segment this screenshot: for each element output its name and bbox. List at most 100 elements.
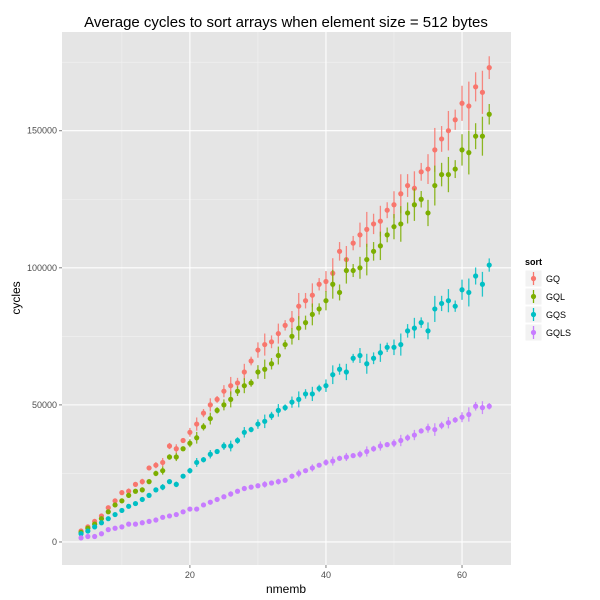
data-point xyxy=(411,325,417,331)
data-point xyxy=(139,496,145,503)
data-point xyxy=(221,443,227,449)
data-point xyxy=(207,499,213,505)
data-point xyxy=(241,429,247,435)
x-tick-label: 60 xyxy=(457,570,467,580)
data-point xyxy=(194,506,200,512)
data-point xyxy=(214,448,220,455)
data-point xyxy=(479,281,486,287)
data-point xyxy=(248,358,254,364)
data-point xyxy=(200,424,207,430)
data-point xyxy=(105,527,111,533)
data-point xyxy=(411,185,417,191)
data-point xyxy=(336,455,343,461)
data-point xyxy=(248,426,254,433)
data-point xyxy=(323,278,329,285)
data-point xyxy=(377,443,383,449)
data-point xyxy=(105,505,111,511)
data-point xyxy=(173,454,179,460)
data-point xyxy=(296,470,302,477)
data-point xyxy=(262,341,268,348)
data-point xyxy=(323,459,329,466)
data-point xyxy=(466,411,472,418)
data-point xyxy=(160,468,166,474)
data-point xyxy=(370,355,377,361)
data-point xyxy=(384,344,390,350)
data-point xyxy=(214,496,220,503)
data-point xyxy=(187,468,193,474)
data-point xyxy=(221,494,227,500)
data-point xyxy=(336,289,343,296)
data-point xyxy=(316,385,322,392)
data-point xyxy=(92,524,98,530)
data-point xyxy=(377,218,383,224)
series-gqs xyxy=(78,258,492,537)
x-tick-label: 40 xyxy=(321,570,331,580)
data-point xyxy=(78,531,84,537)
legend-key-point xyxy=(530,293,537,300)
data-point xyxy=(139,487,145,493)
data-point xyxy=(418,320,424,326)
data-point xyxy=(411,202,417,208)
data-point xyxy=(479,133,486,139)
data-point xyxy=(112,502,118,508)
legend-label-gqs: GQS xyxy=(546,310,566,320)
data-point xyxy=(92,533,98,540)
data-point xyxy=(262,366,268,372)
data-point xyxy=(452,417,458,423)
data-point xyxy=(153,470,159,477)
data-point xyxy=(255,421,261,427)
data-point xyxy=(432,147,438,153)
data-point xyxy=(350,267,356,274)
data-point xyxy=(357,451,363,457)
data-point xyxy=(200,410,207,416)
data-point xyxy=(119,507,125,514)
data-point xyxy=(309,292,315,298)
data-point xyxy=(432,426,438,433)
data-point xyxy=(473,273,479,279)
data-point xyxy=(370,248,377,254)
data-point xyxy=(200,502,207,508)
data-point xyxy=(282,322,288,328)
data-point xyxy=(404,210,411,216)
data-point xyxy=(241,369,247,375)
data-point xyxy=(221,402,227,408)
data-point xyxy=(187,506,193,512)
data-point xyxy=(452,303,458,309)
data-point xyxy=(214,396,220,402)
data-point xyxy=(309,391,315,397)
data-point xyxy=(309,311,315,318)
data-point xyxy=(316,281,322,287)
data-point xyxy=(166,443,173,449)
data-point xyxy=(377,243,383,249)
data-point xyxy=(473,133,479,139)
data-point xyxy=(112,525,118,531)
data-point xyxy=(350,240,356,246)
data-point xyxy=(384,442,390,448)
data-point xyxy=(364,448,370,455)
data-point xyxy=(126,492,132,498)
data-point xyxy=(119,524,125,530)
data-point xyxy=(180,509,186,515)
data-point xyxy=(343,454,349,460)
data-point xyxy=(439,136,445,142)
data-point xyxy=(282,405,288,411)
data-point xyxy=(132,488,139,494)
data-point xyxy=(275,330,281,337)
legend-label-gq: GQ xyxy=(546,274,560,284)
data-point xyxy=(404,435,411,441)
data-point xyxy=(282,477,288,483)
data-point xyxy=(98,520,105,526)
data-point xyxy=(194,459,200,466)
legend: sort GQ GQL GQS GQLS xyxy=(524,257,571,342)
data-point xyxy=(296,396,302,402)
data-point xyxy=(439,422,445,429)
data-point xyxy=(296,303,302,309)
data-point xyxy=(268,480,275,486)
data-point xyxy=(302,391,309,397)
x-tick-label: 20 xyxy=(185,570,195,580)
data-point xyxy=(398,341,404,348)
data-point xyxy=(282,341,288,348)
series-gqls xyxy=(78,401,492,541)
data-point xyxy=(473,84,479,90)
